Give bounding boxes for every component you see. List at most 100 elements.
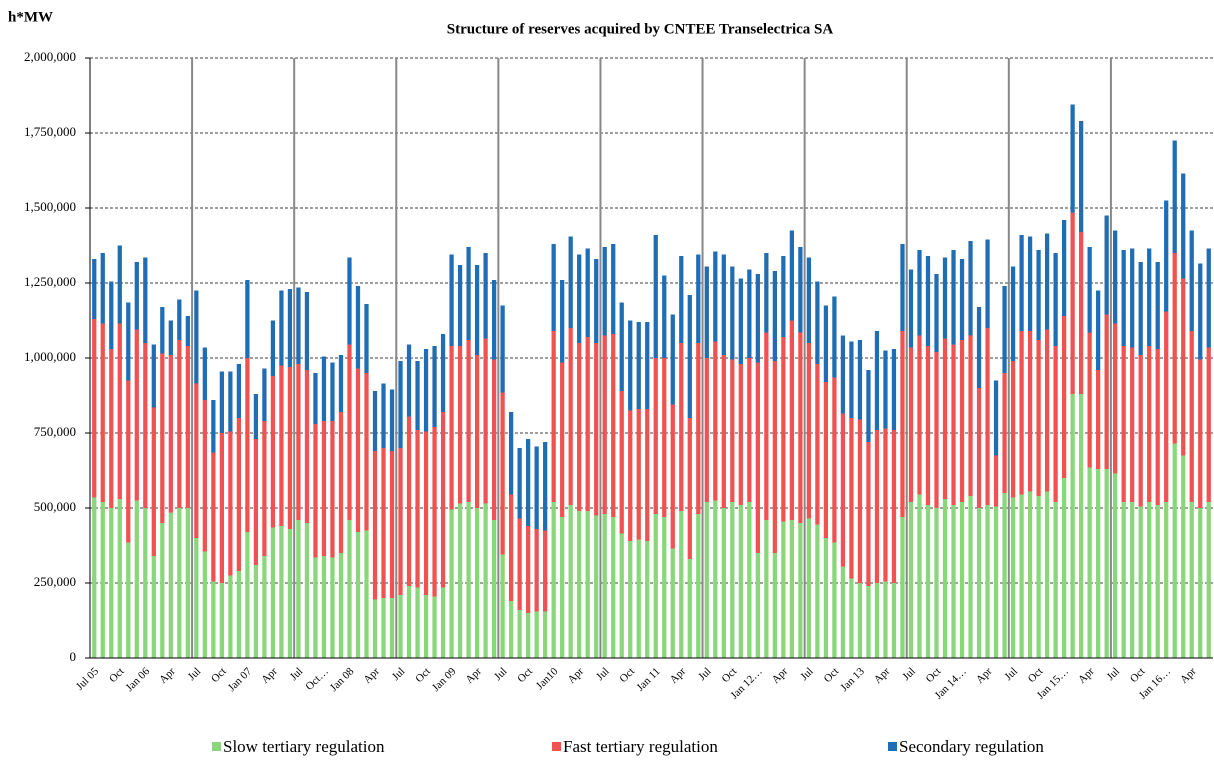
bar-segment (883, 581, 888, 658)
bar-segment (321, 356, 327, 421)
bar-segment (1138, 262, 1143, 355)
bar-segment (168, 320, 173, 355)
bar-segment (185, 346, 190, 508)
bar-segment (764, 332, 769, 520)
bar-segment (304, 292, 310, 370)
bar-segment (1113, 230, 1118, 324)
bar-segment (287, 367, 293, 529)
bar-segment (1036, 250, 1041, 340)
bar-segment (1138, 506, 1143, 658)
bar-segment (857, 419, 863, 583)
bar-segment (381, 598, 386, 658)
bar-segment (942, 257, 948, 339)
x-tick-label: Jul (390, 665, 408, 683)
bar-segment (432, 596, 437, 658)
bar-segment (849, 578, 854, 658)
bar-segment (338, 553, 344, 658)
bar-segment (1181, 455, 1186, 658)
bar-segment (151, 556, 156, 658)
bar-segment (772, 553, 777, 658)
bar-segment (1121, 250, 1126, 346)
bar-segment (1036, 340, 1041, 496)
bar-segment (798, 523, 803, 658)
bar-segment (517, 448, 522, 519)
x-tick-label: Apr (361, 665, 382, 686)
bar-segment (874, 331, 880, 430)
bar-segment (577, 511, 582, 658)
bar-segment (704, 358, 709, 502)
bar-segment (806, 518, 812, 658)
bar-segment (1027, 236, 1033, 331)
bar-segment (1155, 349, 1160, 505)
bar-segment (457, 265, 463, 346)
bar-segment (585, 337, 590, 511)
bar-segment (849, 418, 854, 579)
bar-segment (398, 448, 403, 595)
bar-segment (781, 256, 786, 337)
x-tick-label: Jan 07 (226, 665, 255, 694)
bar-segment (211, 400, 216, 453)
bar-segment (687, 418, 692, 559)
bar-segment (713, 341, 718, 501)
bar-segment (602, 247, 607, 336)
bar-segment (959, 259, 965, 340)
bar-segment (798, 247, 803, 333)
x-tick-label: Oct (515, 665, 535, 685)
bar-segment (1198, 263, 1203, 360)
x-tick-label: Apr (1076, 665, 1097, 686)
bar-segment (1002, 493, 1007, 658)
bar-segment (219, 371, 224, 433)
bar-segment (134, 329, 139, 501)
x-tick-label: Apr (157, 665, 178, 686)
x-tick-label: Apr (463, 665, 484, 686)
legend-swatch (552, 742, 561, 751)
bar-segment (806, 343, 812, 519)
bar-segment (755, 553, 760, 658)
bar-segment (134, 262, 139, 330)
bar-segment (279, 365, 284, 526)
bar-segment (1155, 262, 1160, 349)
bar-segment (900, 244, 905, 331)
bar-segment (194, 383, 199, 538)
bar-segment (662, 517, 667, 658)
bar-segment (1079, 394, 1084, 658)
bar-segment (534, 529, 539, 612)
bar-segment (1010, 361, 1016, 498)
bar-segment (1172, 443, 1177, 658)
bar-segment (662, 275, 667, 358)
bar-segment (1113, 323, 1118, 474)
x-tick-label: Oct (617, 665, 637, 685)
bar-segment (372, 391, 378, 451)
bar-segment (1061, 478, 1067, 658)
bar-segment (832, 542, 837, 658)
bar-segment (245, 358, 250, 532)
bar-segment (577, 343, 582, 511)
bar-segment (500, 392, 505, 555)
x-tick-label: Oct… (303, 665, 330, 692)
bar-segment (602, 335, 607, 514)
bar-segment (1053, 502, 1058, 658)
y-tick-label: 500,000 (34, 499, 76, 514)
bar-segment (330, 421, 335, 558)
bar-segment (389, 598, 395, 658)
bar-segment (253, 565, 259, 658)
bar-segment (653, 358, 658, 514)
x-tick-label: Oct (822, 665, 842, 685)
bar-segment (543, 611, 548, 658)
x-tick-label: Jul (186, 665, 204, 683)
bar-segment (1198, 508, 1203, 658)
bar-segment (253, 394, 259, 439)
bar-segment (355, 286, 361, 369)
bar-segment (1087, 247, 1092, 333)
bar-segment (781, 521, 786, 658)
bar-segment (1164, 311, 1169, 502)
bar-segment (993, 506, 999, 658)
y-tick-label: 1,500,000 (24, 199, 76, 214)
bar-segment (440, 412, 446, 588)
bar-segment (398, 595, 403, 658)
bar-segment (117, 499, 122, 658)
bar-segment (1130, 502, 1135, 658)
bar-segment (134, 500, 139, 658)
